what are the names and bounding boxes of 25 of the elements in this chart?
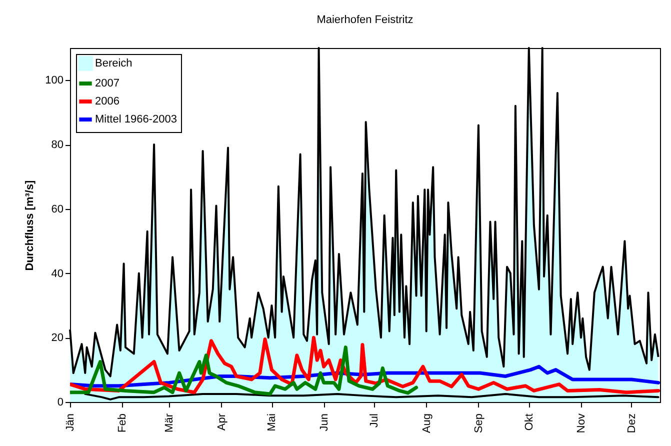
x-tick-label: Jän — [64, 414, 76, 432]
x-tick-label: Dez — [626, 414, 638, 434]
chart-title: Maierhofen Feistritz — [316, 14, 414, 26]
legend-label: Bereich — [95, 58, 132, 70]
x-tick-label: Mai — [266, 414, 278, 432]
legend-label: 2006 — [95, 96, 120, 108]
x-tick-label: Feb — [116, 414, 129, 432]
y-tick-label: 40 — [51, 268, 64, 280]
x-tick-label: Nov — [575, 413, 588, 434]
line-series — [70, 346, 418, 396]
y-tick-label: 20 — [51, 332, 64, 344]
y-tick-label: 0 — [57, 396, 64, 408]
y-tick-label: 60 — [51, 203, 64, 216]
y-axis-title: Durchfluss [m³/s] — [24, 180, 36, 271]
y-tick-label: 80 — [51, 139, 64, 152]
x-tick-label: Apr — [216, 413, 228, 431]
x-tick-label: Mär — [164, 413, 176, 432]
y-tick-label: 100 — [45, 74, 64, 87]
x-tick-label: Okt — [523, 414, 536, 431]
x-tick-label: Aug — [420, 414, 433, 434]
x-tick-label: Sep — [472, 414, 485, 434]
x-tick-label: Jul — [368, 414, 381, 428]
legend-label: 2007 — [95, 78, 120, 90]
legend-label: Mittel 1966-2003 — [95, 114, 177, 126]
x-tick-label: Jun — [318, 414, 330, 432]
